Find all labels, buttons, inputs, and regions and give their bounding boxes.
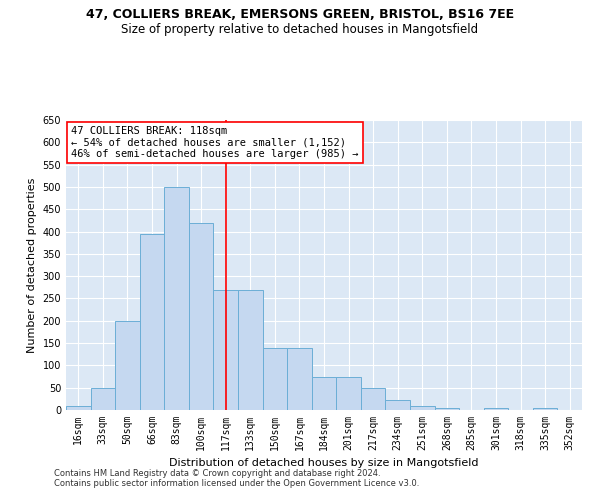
Bar [140,234,164,410]
Bar [434,408,459,410]
Bar [361,388,385,410]
Bar [189,222,214,410]
Y-axis label: Number of detached properties: Number of detached properties [27,178,37,352]
Text: Size of property relative to detached houses in Mangotsfield: Size of property relative to detached ho… [121,22,479,36]
Bar [164,187,189,410]
Bar [238,290,263,410]
Bar [263,348,287,410]
Bar [66,406,91,410]
Bar [533,408,557,410]
Bar [115,321,140,410]
Bar [410,406,434,410]
Bar [484,408,508,410]
Bar [287,348,312,410]
Bar [214,290,238,410]
Bar [91,388,115,410]
Text: 47 COLLIERS BREAK: 118sqm
← 54% of detached houses are smaller (1,152)
46% of se: 47 COLLIERS BREAK: 118sqm ← 54% of detac… [71,126,359,159]
Bar [312,376,336,410]
Bar [336,376,361,410]
Text: Contains HM Land Registry data © Crown copyright and database right 2024.: Contains HM Land Registry data © Crown c… [54,468,380,477]
X-axis label: Distribution of detached houses by size in Mangotsfield: Distribution of detached houses by size … [169,458,479,468]
Text: Contains public sector information licensed under the Open Government Licence v3: Contains public sector information licen… [54,478,419,488]
Bar [385,400,410,410]
Text: 47, COLLIERS BREAK, EMERSONS GREEN, BRISTOL, BS16 7EE: 47, COLLIERS BREAK, EMERSONS GREEN, BRIS… [86,8,514,20]
